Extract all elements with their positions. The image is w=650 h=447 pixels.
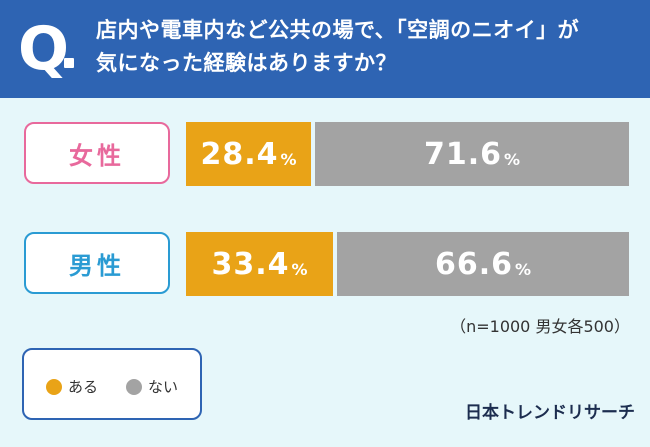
data-label-male-yes: 33.4: [211, 246, 290, 282]
question-line-1: 店内や電車内など公共の場で、「空調のニオイ」が: [96, 18, 580, 42]
legend: ある ない: [22, 348, 202, 420]
pct-sign: %: [280, 149, 297, 169]
bar-row-female: 28.4% 71.6%: [186, 122, 629, 186]
legend-swatch-yes: [46, 378, 62, 395]
bar-male-yes: 33.4%: [186, 232, 333, 296]
q-dot-decoration: [64, 58, 74, 68]
legend-label-yes: ある: [68, 378, 99, 396]
bar-female-no: 71.6%: [315, 122, 629, 186]
bar-male-no: 66.6%: [337, 232, 629, 296]
legend-item-yes: ある: [46, 376, 98, 397]
pct-sign: %: [515, 259, 532, 279]
category-label-female: 女性: [24, 122, 170, 184]
bar-row-male: 33.4% 66.6%: [186, 232, 629, 296]
brand-logo-text: 日本トレンドリサーチ: [465, 403, 635, 423]
legend-item-no: ない: [126, 376, 178, 397]
legend-label-no: ない: [148, 378, 179, 396]
question-text: 店内や電車内など公共の場で、「空調のニオイ」が 気になった経験はありますか？: [96, 14, 636, 80]
bar-female-yes: 28.4%: [186, 122, 311, 186]
q-mark: Q: [18, 14, 70, 84]
pct-sign: %: [504, 149, 521, 169]
data-label-female-no: 71.6: [423, 136, 502, 172]
data-label-male-no: 66.6: [434, 246, 513, 282]
sample-size-note: （n=1000 男女各500）: [450, 317, 630, 336]
question-line-2: 気になった経験はありますか？: [96, 51, 397, 75]
data-label-female-yes: 28.4: [200, 136, 279, 172]
category-label-male: 男性: [24, 232, 170, 294]
pct-sign: %: [291, 259, 308, 279]
legend-swatch-no: [126, 378, 142, 395]
question-header: Q 店内や電車内など公共の場で、「空調のニオイ」が 気になった経験はありますか？: [0, 0, 650, 98]
